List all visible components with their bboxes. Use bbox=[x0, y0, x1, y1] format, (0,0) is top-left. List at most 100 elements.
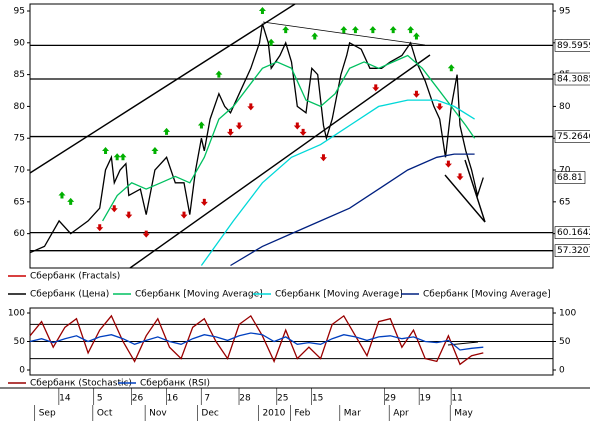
y-tick-label-left: 0 bbox=[19, 365, 25, 375]
fractal-up bbox=[282, 26, 290, 34]
x-tick-label: 15 bbox=[312, 394, 323, 404]
fractal-down bbox=[125, 211, 133, 219]
fractal-up bbox=[102, 146, 110, 154]
y-tick-label: 70 bbox=[559, 166, 571, 176]
level-label-box bbox=[554, 130, 590, 143]
fractal-up bbox=[351, 26, 359, 34]
fractal-up bbox=[311, 32, 319, 40]
y-tick-label: 100 bbox=[559, 309, 576, 319]
x-tick-label: 11 bbox=[451, 394, 462, 404]
legend-label: Сбербанк (RSI) bbox=[140, 379, 210, 389]
fractal-down bbox=[299, 128, 307, 136]
y-tick-label: 65 bbox=[559, 197, 570, 207]
legend-label: Сбербанк (Цена) bbox=[30, 290, 109, 300]
x-tick-label: 28 bbox=[239, 394, 251, 404]
trend-line bbox=[444, 174, 486, 223]
fractal-up bbox=[151, 146, 159, 154]
series-line bbox=[29, 314, 484, 366]
fractal-up bbox=[119, 153, 127, 161]
legend-label: Сбербанк [Moving Average] bbox=[275, 290, 403, 300]
trend-line bbox=[464, 159, 486, 223]
month-label: Sep bbox=[39, 409, 56, 419]
fractal-down bbox=[235, 122, 243, 130]
fractal-up bbox=[389, 26, 397, 34]
y-tick-label-left: 60 bbox=[14, 229, 26, 239]
fractal-up bbox=[215, 70, 223, 78]
y-tick-label: 80 bbox=[559, 102, 571, 112]
last-price-box bbox=[554, 171, 586, 184]
fractal-up bbox=[113, 153, 121, 161]
series-line bbox=[29, 23, 484, 254]
fractal-down bbox=[444, 160, 452, 168]
x-tick-label: 16 bbox=[167, 394, 179, 404]
fractal-up bbox=[258, 6, 266, 14]
month-label: Nov bbox=[149, 409, 167, 419]
fractal-down bbox=[180, 211, 188, 219]
level-label: 89.5959 bbox=[557, 41, 590, 51]
month-label: Apr bbox=[393, 409, 409, 419]
y-tick-label-left: 85 bbox=[14, 70, 25, 80]
y-tick-label: 95 bbox=[559, 6, 570, 16]
trend-line bbox=[29, 3, 296, 174]
level-label-box bbox=[554, 39, 590, 52]
y-tick-label-left: 70 bbox=[14, 166, 26, 176]
fractal-down bbox=[110, 205, 118, 213]
fractal-up bbox=[197, 121, 205, 129]
x-tick-label: 26 bbox=[132, 394, 144, 404]
month-label: Feb bbox=[294, 409, 310, 419]
fractal-down bbox=[456, 173, 464, 181]
month-label: 2010 bbox=[262, 409, 285, 419]
series-line bbox=[102, 54, 476, 222]
y-tick-label-left: 100 bbox=[8, 309, 25, 319]
fractal-down bbox=[96, 224, 104, 232]
y-tick-label-left: 95 bbox=[14, 6, 25, 16]
fractal-up bbox=[340, 26, 348, 34]
level-label: 84.3085 bbox=[557, 75, 590, 85]
fractal-down bbox=[372, 84, 380, 92]
month-label: Mar bbox=[344, 409, 361, 419]
fractal-down bbox=[436, 103, 444, 111]
fractal-down bbox=[412, 90, 420, 98]
fractal-up bbox=[163, 127, 171, 135]
fractal-up bbox=[58, 191, 66, 199]
level-label-box bbox=[554, 244, 590, 257]
fractal-down bbox=[293, 122, 301, 130]
legend-label: Сбербанк [Moving Average] bbox=[135, 290, 263, 300]
y-tick-label-left: 75 bbox=[14, 134, 25, 144]
series-line bbox=[230, 153, 475, 267]
month-label: May bbox=[454, 409, 473, 419]
fractal-up bbox=[369, 26, 377, 34]
series-line bbox=[29, 332, 484, 351]
x-tick-label: 29 bbox=[385, 394, 397, 404]
y-tick-label-left: 65 bbox=[14, 197, 25, 207]
series-line bbox=[200, 99, 475, 266]
legend-label: Сбербанк (Fractals) bbox=[30, 272, 120, 282]
level-label: 57.3207 bbox=[557, 246, 590, 256]
y-tick-label: 50 bbox=[559, 337, 571, 347]
fractal-up bbox=[412, 32, 420, 40]
fractal-up bbox=[67, 197, 75, 205]
fractal-down bbox=[226, 128, 234, 136]
fractal-up bbox=[267, 38, 275, 46]
y-tick-label-left: 50 bbox=[14, 337, 26, 347]
legend-label: Сбербанк (Stochastic) bbox=[30, 379, 132, 389]
level-label-box bbox=[554, 226, 590, 239]
level-label-box bbox=[554, 72, 590, 86]
y-tick-label: 0 bbox=[559, 365, 565, 375]
fractal-up bbox=[407, 26, 415, 34]
fractal-up bbox=[447, 64, 455, 72]
trend-line bbox=[262, 21, 426, 46]
fractal-down bbox=[200, 198, 208, 206]
x-tick-label: 19 bbox=[419, 394, 431, 404]
x-tick-label: 5 bbox=[97, 394, 103, 404]
y-tick-label-left: 90 bbox=[14, 38, 26, 48]
x-tick-label: 14 bbox=[59, 394, 71, 404]
x-tick-label: 25 bbox=[277, 394, 288, 404]
last-price-label: 68.81 bbox=[557, 173, 583, 183]
legend-label: Сбербанк [Moving Average] bbox=[423, 290, 551, 300]
y-tick-label-left: 80 bbox=[14, 102, 26, 112]
x-tick-label: 7 bbox=[204, 394, 210, 404]
month-label: Dec bbox=[201, 409, 218, 419]
